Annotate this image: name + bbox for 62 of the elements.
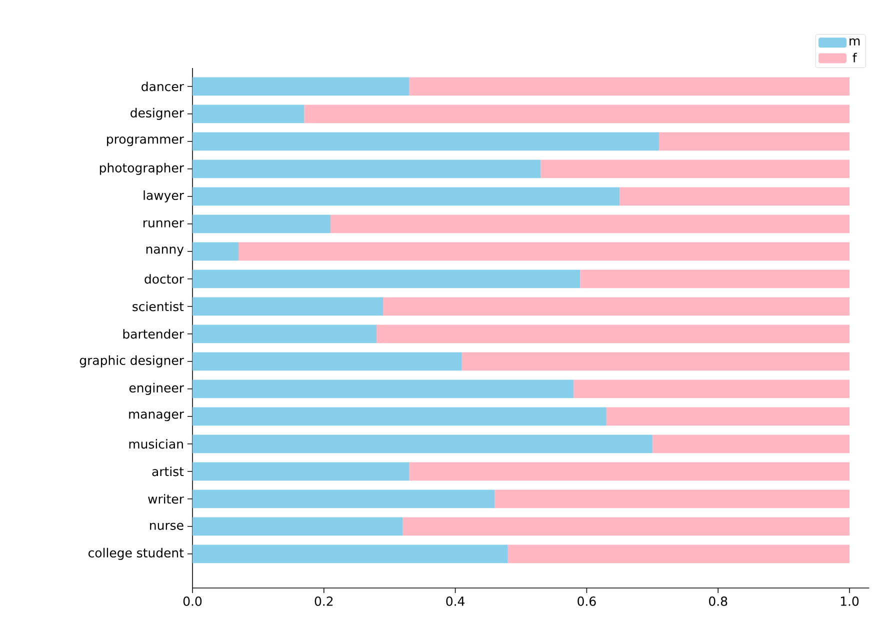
bar: [192, 214, 330, 234]
y-tick-label: engineer: [129, 382, 184, 395]
x-tick-label: 0.4: [446, 596, 464, 606]
bar: [192, 407, 606, 426]
bar: [376, 324, 850, 344]
bar: [192, 77, 410, 96]
y-tick-label: programmer: [107, 136, 184, 146]
bar: [580, 270, 850, 288]
y-tick-label: lawyer: [144, 190, 184, 202]
bar: [409, 462, 850, 481]
legend-label: f: [852, 52, 858, 62]
bar: [652, 434, 850, 454]
y-tick-label: photographer: [100, 162, 184, 175]
bar: [620, 187, 850, 206]
x-tick-label: 0.2: [314, 596, 333, 606]
bar: [192, 352, 462, 371]
bar: [238, 242, 850, 261]
bar: [192, 490, 495, 508]
y-tick-label: bartender: [123, 329, 184, 339]
y-tick-label: nanny: [146, 246, 184, 256]
y-tick-label: runner: [144, 220, 184, 228]
x-tick-label: 0.8: [709, 596, 728, 606]
bar: [192, 270, 580, 288]
bar: [192, 297, 384, 316]
bar: [494, 490, 850, 508]
bar: [462, 352, 850, 371]
y-tick-label: designer: [130, 108, 184, 120]
y-tick-label: doctor: [144, 274, 184, 284]
bar: [409, 77, 850, 96]
y-tick-label: dancer: [142, 82, 184, 92]
bar: [192, 544, 508, 564]
x-tick-label: 0.0: [183, 596, 202, 606]
bar: [383, 297, 850, 316]
y-tick-label: musician: [129, 439, 183, 449]
bar: [192, 434, 652, 454]
bar: [192, 160, 541, 178]
y-tick-label: manager: [129, 412, 184, 422]
bar: [606, 407, 850, 426]
bar: [330, 214, 850, 234]
bar: [658, 132, 850, 151]
y-tick-label: scientist: [132, 302, 184, 312]
bar: [192, 517, 403, 536]
y-tick-label: artist: [152, 466, 184, 476]
bar: [192, 242, 238, 261]
legend-label: m: [850, 38, 860, 46]
y-tick-label: writer: [148, 494, 184, 504]
bar: [192, 324, 376, 344]
x-tick-label: 0.6: [578, 596, 596, 606]
bar: [192, 462, 410, 481]
bar: [304, 104, 850, 124]
bar: [192, 104, 304, 124]
bar: [192, 380, 574, 398]
bar: [574, 380, 850, 398]
bar: [508, 544, 850, 564]
bar: [192, 132, 659, 151]
bar: [192, 187, 620, 206]
y-tick-label: college student: [88, 548, 184, 560]
y-tick-label: graphic designer: [80, 355, 184, 368]
x-tick-label: 1.0: [840, 596, 859, 606]
bar: [540, 160, 850, 178]
bar: [402, 517, 850, 536]
y-tick-label: nurse: [150, 522, 184, 530]
